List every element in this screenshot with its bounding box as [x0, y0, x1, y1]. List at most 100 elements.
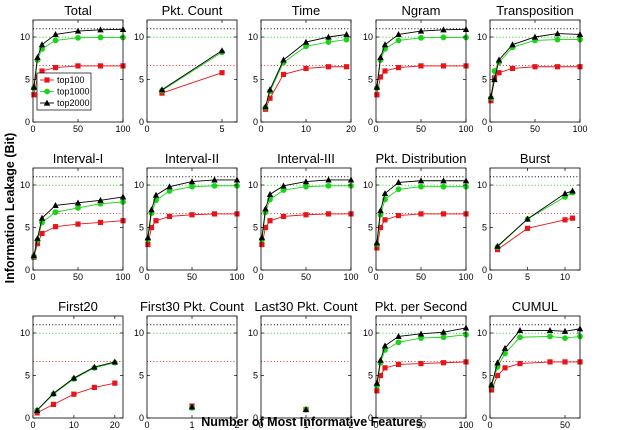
marker-square — [554, 64, 561, 70]
x-tick-label: 0 — [373, 124, 378, 134]
marker-square — [524, 225, 531, 231]
marker-triangle — [33, 406, 41, 413]
marker-triangle — [561, 190, 569, 197]
y-tick-label: 0 — [25, 413, 30, 423]
series-line-top1000 — [36, 362, 115, 411]
marker-square — [75, 221, 81, 227]
y-tick-label: 0 — [253, 117, 258, 127]
x-tick-label: 0 — [258, 420, 263, 430]
marker-triangle — [280, 182, 287, 189]
marker-square — [382, 68, 388, 74]
marker-circle — [325, 182, 332, 189]
series-line-top1000 — [161, 51, 223, 91]
marker-circle — [211, 182, 218, 189]
marker-square — [502, 365, 508, 371]
marker-square — [343, 64, 350, 70]
panel-title: Pkt. Count — [162, 3, 223, 18]
marker-triangle — [266, 86, 274, 93]
marker-square — [97, 63, 104, 69]
marker-triangle — [501, 344, 509, 351]
series-line-top1000 — [376, 36, 466, 89]
marker-square — [377, 224, 384, 231]
panel-title: Burst — [520, 151, 551, 166]
marker-circle — [395, 37, 402, 44]
marker-square — [267, 218, 273, 224]
marker-circle — [395, 339, 402, 346]
marker-triangle — [218, 47, 226, 54]
marker-triangle — [516, 327, 524, 334]
x-tick-label: 50 — [416, 272, 426, 282]
y-tick-label: 5 — [139, 75, 144, 85]
marker-square — [517, 361, 523, 367]
marker-circle — [418, 183, 424, 190]
x-tick-label: 2 — [348, 420, 353, 430]
y-tick-label: 10 — [477, 32, 487, 42]
x-tick-label: 0 — [258, 124, 263, 134]
marker-square — [166, 213, 173, 220]
marker-triangle — [373, 239, 381, 246]
x-tick-label: 50 — [416, 124, 426, 134]
series-line-top100 — [497, 217, 573, 250]
marker-triangle — [50, 389, 57, 396]
legend-entry-top1000: top1000 — [57, 87, 90, 97]
marker-triangle — [417, 27, 425, 34]
marker-square — [325, 64, 332, 70]
x-tick-label: 0 — [258, 272, 263, 282]
x-axis-label: Number of Most Informative Features — [201, 415, 423, 429]
x-tick-label: 100 — [458, 420, 473, 430]
marker-square — [569, 215, 576, 221]
marker-square — [112, 380, 118, 386]
x-tick-label: 50 — [560, 420, 570, 430]
marker-triangle — [381, 41, 389, 48]
marker-circle — [75, 205, 81, 211]
marker-triangle — [262, 103, 269, 110]
marker-triangle — [554, 30, 561, 37]
marker-triangle — [280, 56, 287, 63]
x-tick-label: 1 — [189, 420, 194, 430]
marker-triangle — [377, 356, 384, 363]
marker-square — [440, 63, 447, 69]
x-tick-label: 100 — [115, 272, 130, 282]
marker-triangle — [495, 56, 503, 63]
marker-square — [50, 401, 57, 407]
marker-square — [562, 217, 568, 223]
x-tick-label: 1 — [303, 420, 308, 430]
marker-square — [494, 372, 501, 379]
marker-square — [418, 63, 424, 69]
panel-first30-pkt-count: First30 Pkt. Count 0 5 10 0 1 2 — [134, 299, 244, 430]
y-tick-label: 0 — [25, 265, 30, 275]
marker-triangle — [34, 235, 41, 242]
marker-triangle — [302, 38, 310, 45]
marker-square — [377, 372, 384, 379]
y-tick-label: 0 — [482, 413, 487, 423]
legend-entry-top100: top100 — [57, 75, 85, 85]
marker-triangle — [30, 252, 38, 259]
x-tick-label: 0 — [487, 272, 492, 282]
marker-triangle — [74, 199, 82, 206]
x-tick-label: 20 — [110, 420, 120, 430]
y-tick-label: 10 — [20, 180, 30, 190]
marker-triangle — [395, 333, 402, 339]
marker-triangle — [262, 205, 269, 212]
marker-triangle — [487, 93, 495, 100]
y-tick-label: 0 — [482, 265, 487, 275]
marker-circle — [52, 37, 59, 44]
marker-square — [374, 388, 380, 394]
marker-triangle — [30, 83, 38, 90]
marker-triangle — [440, 328, 447, 335]
y-tick-label: 10 — [134, 32, 144, 42]
y-tick-label: 5 — [482, 75, 487, 85]
marker-square — [395, 65, 402, 71]
plot-frame — [489, 167, 581, 271]
marker-circle — [440, 34, 447, 41]
x-tick-label: 50 — [73, 124, 83, 134]
y-tick-label: 10 — [248, 32, 258, 42]
marker-triangle — [188, 178, 196, 185]
x-tick-label: 100 — [572, 124, 587, 134]
marker-triangle — [302, 178, 310, 185]
marker-square — [418, 361, 424, 367]
marker-triangle — [91, 363, 98, 370]
